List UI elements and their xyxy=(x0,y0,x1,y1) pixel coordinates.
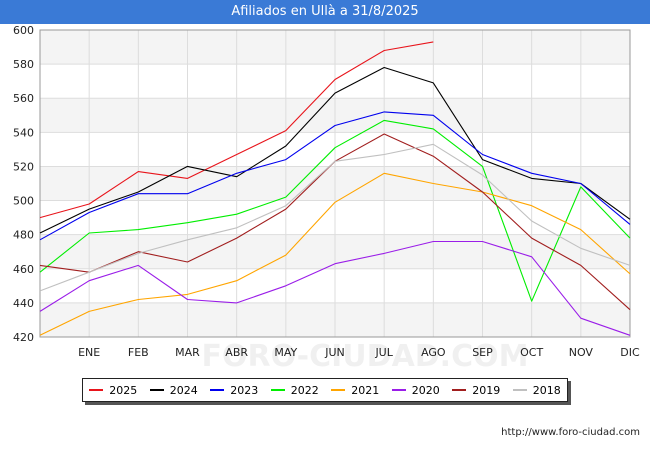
series-line-2018 xyxy=(39,143,631,292)
legend-label: 2025 xyxy=(109,383,138,397)
x-tick-label: OCT xyxy=(520,346,543,359)
series-line-2020 xyxy=(39,240,631,336)
legend-swatch xyxy=(331,389,346,391)
footer-url: http://www.foro-ciudad.com xyxy=(501,427,640,438)
legend-item-2024: 2024 xyxy=(149,383,198,397)
x-tick-label: AGO xyxy=(421,346,446,359)
legend-item-2022: 2022 xyxy=(270,383,319,397)
x-tick-label: FEB xyxy=(128,346,149,359)
x-tick-label: JUN xyxy=(324,346,345,359)
legend-label: 2018 xyxy=(532,383,561,397)
x-tick-label: SEP xyxy=(472,346,493,359)
watermark: FORO-CIUDAD.COM xyxy=(202,339,529,374)
x-tick-label: DIC xyxy=(620,346,640,359)
y-tick-label: 480 xyxy=(13,229,34,242)
legend-swatch xyxy=(391,389,406,391)
legend-item-2025: 2025 xyxy=(89,384,137,397)
y-tick-label: 500 xyxy=(13,195,34,208)
y-tick-label: 420 xyxy=(13,331,34,344)
legend-swatch xyxy=(210,389,225,391)
series-line-2024 xyxy=(39,66,631,234)
legend-swatch xyxy=(270,389,285,391)
legend-swatch xyxy=(89,389,104,391)
legend-label: 2020 xyxy=(411,383,440,397)
series-line-2023 xyxy=(39,111,631,241)
y-tick-label: 560 xyxy=(13,92,34,105)
y-tick-label: 440 xyxy=(13,297,34,310)
x-tick-label: MAR xyxy=(175,346,200,359)
x-tick-label: NOV xyxy=(569,346,594,359)
y-tick-label: 540 xyxy=(13,126,34,139)
plot-border xyxy=(39,29,631,338)
series-line-2025 xyxy=(39,41,434,219)
x-tick-label: ENE xyxy=(78,346,100,359)
legend-item-2019: 2019 xyxy=(452,384,500,397)
y-tick-label: 460 xyxy=(13,263,34,276)
chart-title: Afiliados en Ullà a 31/8/2025 xyxy=(0,0,650,24)
legend-item-2023: 2023 xyxy=(210,384,258,397)
legend-swatch xyxy=(149,389,164,391)
x-tick-label: MAY xyxy=(274,346,297,359)
legend-item-2020: 2020 xyxy=(391,383,440,397)
x-tick-label: JUL xyxy=(374,346,393,359)
series-line-2022 xyxy=(39,119,631,302)
legend-item-2018: 2018 xyxy=(512,383,561,397)
x-tick-label: ABR xyxy=(225,346,248,359)
legend-swatch xyxy=(512,389,527,391)
y-tick-label: 520 xyxy=(13,160,34,173)
legend-label: 2024 xyxy=(169,383,198,397)
legend-item-2021: 2021 xyxy=(331,384,379,397)
legend-label: 2023 xyxy=(230,383,259,397)
legend-label: 2021 xyxy=(351,383,380,397)
series-line-2021 xyxy=(39,172,631,336)
legend-label: 2019 xyxy=(472,383,501,397)
y-tick-label: 580 xyxy=(13,58,34,71)
legend-label: 2022 xyxy=(290,383,319,397)
chart-legend: 2025 2024 2023 2022 2021 2020 2019 2018 xyxy=(82,378,568,402)
legend-swatch xyxy=(452,389,467,391)
y-tick-label: 600 xyxy=(13,24,34,37)
